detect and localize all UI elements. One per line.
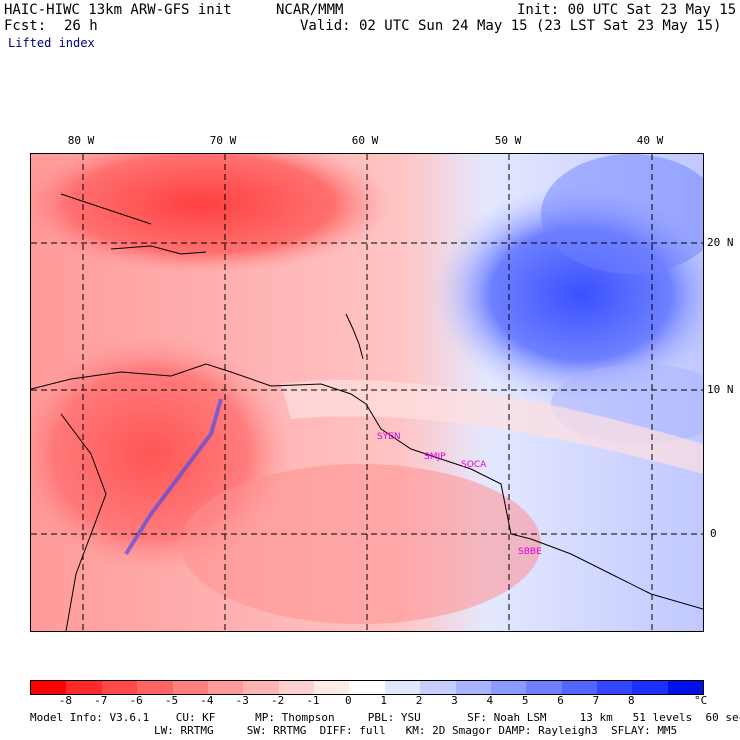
station-soca: SOCA: [461, 460, 487, 470]
caribbean-unstable-region: [31, 154, 391, 274]
colorbar-tick-label: 8: [627, 694, 635, 707]
lon-label-40w: 40 W: [636, 134, 664, 147]
colorbar-tick-label: 5: [521, 694, 529, 707]
colorbar-tick-label: -5: [164, 694, 179, 707]
lon-label-50w: 50 W: [494, 134, 522, 147]
lon-label-80w: 80 W: [67, 134, 95, 147]
colorbar-swatch: [137, 681, 173, 694]
forecast-hour: 26 h: [64, 18, 98, 34]
colorbar-tick-label: -7: [94, 694, 108, 707]
colorbar-unit: °C: [694, 694, 708, 707]
pacific-coastline: [60, 413, 107, 631]
model-title: HAIC-HIWC 13km ARW-GFS init: [4, 2, 232, 18]
graticule: [31, 154, 703, 631]
colorbar-tick-label: 2: [415, 694, 423, 707]
model-info-line1: Model Info: V3.6.1 CU: KF MP: Thompson P…: [30, 711, 740, 724]
forecast-label: Fcst:: [4, 18, 47, 34]
model-info-line2: LW: RRTMG SW: RRTMG DIFF: full KM: 2D Sm…: [154, 724, 678, 737]
colorbar-tick-label: 6: [557, 694, 564, 707]
lifted-index-colorbar: [30, 680, 704, 695]
colorbar-swatch: [455, 681, 491, 694]
colorbar-swatch: [597, 681, 633, 694]
colorbar-swatch: [420, 681, 456, 694]
station-syen: SYEN: [377, 432, 401, 442]
colorbar-tick-label: 0: [345, 694, 352, 707]
colorbar-swatch: [172, 681, 208, 694]
greater-antilles: [110, 245, 207, 255]
colorbar-tick-label: -6: [129, 694, 143, 707]
colorbar-tick-label: 3: [451, 694, 458, 707]
lat-label-equator: 0: [710, 527, 717, 540]
colorbar-tick-label: -8: [58, 694, 72, 707]
cuba-coastline: [60, 193, 152, 225]
colorbar-swatch: [243, 681, 279, 694]
colorbar-swatch: [349, 681, 385, 694]
colorbar-tick-label: 7: [592, 694, 600, 707]
map-canvas: [31, 154, 703, 631]
colorbar-tick-label: -1: [306, 694, 320, 707]
valid-time: Valid: 02 UTC Sun 24 May 15 (23 LST Sat …: [300, 18, 722, 34]
colorbar-swatch: [101, 681, 138, 694]
colorbar-swatch: [384, 681, 421, 694]
colorbar-swatch: [526, 681, 562, 694]
center-label: NCAR/MMM: [276, 2, 344, 18]
colorbar-swatch: [667, 681, 704, 694]
lat-label-20n: 20 N: [707, 236, 734, 249]
colorbar-tick-label: -2: [270, 694, 285, 707]
colorbar-swatch: [66, 681, 102, 694]
colorbar-tick-label: 4: [486, 694, 494, 707]
colorbar-swatch: [314, 681, 350, 694]
colorbar-swatch: [278, 681, 314, 694]
colorbar-tick-label: -4: [200, 694, 214, 707]
field-name: Lifted index: [8, 36, 95, 50]
station-sbbe: SBBE: [518, 547, 542, 557]
lifted-index-map: [30, 153, 704, 632]
colorbar-swatch: [31, 681, 67, 694]
colorbar-tick-label: 1: [380, 694, 387, 707]
colorbar-swatch: [561, 681, 597, 694]
south-america-coastline: [31, 363, 703, 610]
colorbar-swatch: [207, 681, 244, 694]
colorbar-swatch: [490, 681, 527, 694]
station-smjp: SMJP: [424, 452, 446, 462]
lat-label-10n: 10 N: [707, 383, 734, 396]
init-time: Init: 00 UTC Sat 23 May 15: [517, 2, 737, 18]
colorbar-tick-label: -3: [235, 694, 249, 707]
lon-label-60w: 60 W: [351, 134, 379, 147]
amazon-unstable-region: [181, 464, 541, 624]
lesser-antilles: [345, 313, 364, 360]
lon-label-70w: 70 W: [209, 134, 237, 147]
colorbar-swatch: [632, 681, 668, 694]
andes-stable-ridge: [124, 398, 223, 556]
